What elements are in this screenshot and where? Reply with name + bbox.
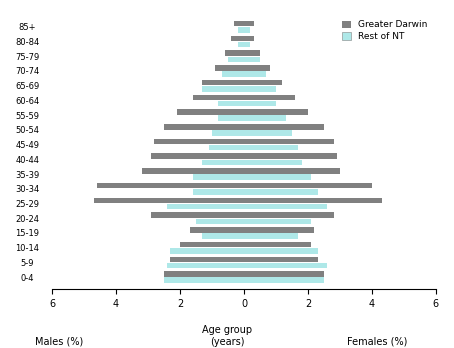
Bar (244, 153, 337, 159)
Bar (222, 71, 244, 77)
Bar (164, 277, 244, 283)
Bar (177, 109, 244, 115)
Bar (202, 233, 244, 239)
Bar (244, 65, 270, 71)
Bar (142, 168, 244, 174)
Bar (244, 204, 327, 209)
Bar (237, 42, 244, 47)
Bar (193, 95, 244, 100)
Bar (218, 116, 244, 121)
Bar (244, 21, 254, 26)
Bar (215, 65, 244, 71)
Bar (244, 109, 308, 115)
Bar (202, 86, 244, 92)
Bar (244, 101, 276, 106)
Bar (164, 271, 244, 277)
Bar (244, 248, 318, 254)
Bar (170, 248, 244, 254)
Bar (244, 212, 334, 218)
Bar (225, 50, 244, 56)
Bar (244, 189, 318, 195)
Bar (234, 21, 244, 26)
Bar (244, 277, 324, 283)
Bar (244, 50, 260, 56)
Bar (244, 124, 324, 129)
Bar (244, 116, 286, 121)
Bar (170, 256, 244, 262)
Bar (190, 227, 244, 233)
Bar (244, 160, 301, 165)
Bar (244, 80, 282, 85)
Bar (244, 168, 340, 174)
Bar (244, 256, 318, 262)
Bar (209, 145, 244, 150)
Bar (202, 160, 244, 165)
Bar (244, 233, 298, 239)
Bar (244, 71, 266, 77)
Bar (164, 124, 244, 129)
Text: Males (%): Males (%) (35, 337, 83, 347)
Bar (212, 130, 244, 136)
Bar (154, 139, 244, 144)
Text: Age group
(years): Age group (years) (202, 325, 252, 347)
Bar (244, 242, 311, 247)
Bar (94, 198, 244, 203)
Bar (244, 263, 327, 268)
Bar (193, 174, 244, 180)
Bar (167, 204, 244, 209)
Bar (202, 80, 244, 85)
Bar (244, 130, 292, 136)
Bar (244, 42, 251, 47)
Bar (97, 183, 244, 189)
Bar (244, 174, 311, 180)
Bar (151, 212, 244, 218)
Bar (244, 271, 324, 277)
Legend: Greater Darwin, Rest of NT: Greater Darwin, Rest of NT (339, 17, 431, 45)
Bar (244, 95, 295, 100)
Bar (196, 219, 244, 224)
Bar (244, 56, 260, 62)
Bar (151, 153, 244, 159)
Bar (237, 27, 244, 33)
Bar (193, 189, 244, 195)
Text: Females (%): Females (%) (347, 337, 407, 347)
Bar (244, 145, 298, 150)
Bar (231, 35, 244, 41)
Bar (244, 219, 311, 224)
Bar (244, 183, 372, 189)
Bar (244, 35, 254, 41)
Bar (244, 27, 251, 33)
Bar (180, 242, 244, 247)
Bar (167, 263, 244, 268)
Bar (244, 227, 315, 233)
Bar (244, 198, 381, 203)
Bar (228, 56, 244, 62)
Bar (244, 139, 334, 144)
Bar (244, 86, 276, 92)
Bar (218, 101, 244, 106)
